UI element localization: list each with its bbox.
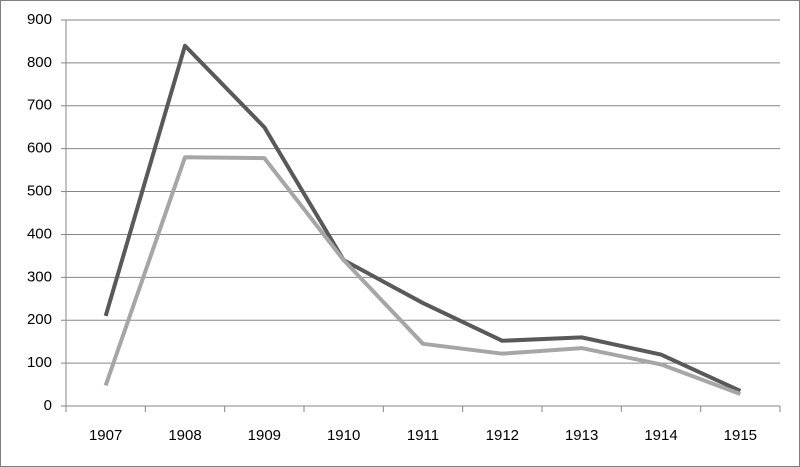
y-tick-label: 100 bbox=[27, 354, 52, 371]
y-tick-label: 900 bbox=[27, 11, 52, 28]
series-line bbox=[103, 43, 742, 393]
x-tick-label: 1913 bbox=[565, 427, 598, 444]
y-tick-label: 200 bbox=[27, 311, 52, 328]
x-tick-label: 1912 bbox=[486, 427, 519, 444]
x-tick-label: 1914 bbox=[644, 427, 677, 444]
y-tick-label: 700 bbox=[27, 97, 52, 114]
x-tick-label: 1911 bbox=[407, 427, 439, 444]
x-tick-label: 1910 bbox=[327, 427, 360, 444]
series-line bbox=[103, 155, 742, 396]
y-tick-label: 400 bbox=[27, 225, 52, 242]
x-tick-label: 1915 bbox=[724, 427, 757, 444]
x-tick-label: 1907 bbox=[89, 427, 122, 444]
y-tick-label: 300 bbox=[27, 268, 52, 285]
y-tick-label: 600 bbox=[27, 140, 52, 157]
y-tick-label: 0 bbox=[44, 397, 52, 414]
y-tick-label: 500 bbox=[27, 183, 52, 200]
y-tick-label: 800 bbox=[27, 54, 52, 71]
x-tick-label: 1908 bbox=[168, 427, 201, 444]
x-tick-label: 1909 bbox=[248, 427, 281, 444]
